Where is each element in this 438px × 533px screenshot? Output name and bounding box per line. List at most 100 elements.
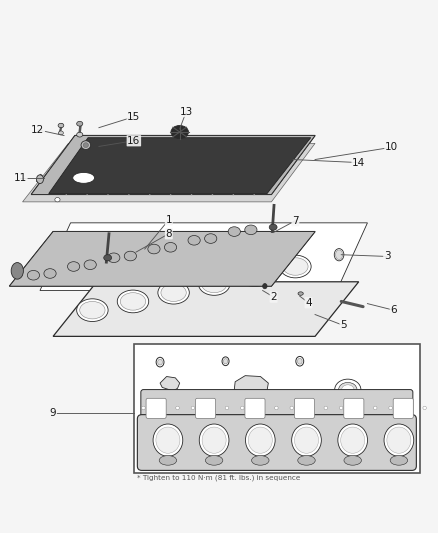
Ellipse shape [342, 385, 354, 394]
Ellipse shape [238, 163, 244, 167]
Ellipse shape [108, 253, 120, 263]
Polygon shape [160, 376, 180, 391]
Ellipse shape [339, 406, 343, 410]
Ellipse shape [44, 269, 56, 278]
Ellipse shape [142, 406, 145, 410]
Ellipse shape [205, 456, 223, 465]
Ellipse shape [228, 227, 240, 236]
FancyBboxPatch shape [344, 398, 364, 418]
Ellipse shape [245, 424, 275, 456]
Ellipse shape [387, 427, 411, 453]
Ellipse shape [191, 406, 194, 410]
Ellipse shape [176, 406, 179, 410]
Ellipse shape [263, 284, 267, 289]
Ellipse shape [294, 427, 318, 453]
Ellipse shape [67, 262, 80, 271]
Ellipse shape [205, 234, 217, 244]
Polygon shape [53, 282, 359, 336]
Ellipse shape [80, 302, 105, 319]
Ellipse shape [339, 382, 357, 397]
Text: 13: 13 [180, 107, 193, 117]
Ellipse shape [81, 141, 91, 149]
Ellipse shape [156, 357, 164, 367]
Ellipse shape [58, 123, 64, 128]
Ellipse shape [84, 260, 96, 270]
Ellipse shape [374, 406, 377, 410]
Ellipse shape [27, 270, 39, 280]
Ellipse shape [290, 406, 293, 410]
Polygon shape [40, 223, 367, 290]
Ellipse shape [198, 272, 230, 295]
Ellipse shape [188, 236, 200, 245]
Ellipse shape [248, 427, 272, 453]
Ellipse shape [280, 255, 311, 278]
Polygon shape [10, 231, 315, 286]
Ellipse shape [77, 132, 83, 137]
Ellipse shape [199, 424, 229, 456]
Ellipse shape [148, 244, 160, 254]
Ellipse shape [101, 189, 106, 193]
Ellipse shape [120, 293, 146, 310]
Text: 15: 15 [127, 112, 141, 122]
Text: 16: 16 [127, 136, 141, 146]
Ellipse shape [298, 456, 315, 465]
Polygon shape [49, 138, 311, 193]
Ellipse shape [117, 290, 149, 313]
Ellipse shape [269, 224, 277, 230]
FancyBboxPatch shape [134, 344, 420, 473]
Text: 1: 1 [166, 215, 172, 225]
Ellipse shape [159, 456, 177, 465]
FancyBboxPatch shape [141, 390, 413, 426]
Ellipse shape [201, 275, 227, 293]
Ellipse shape [239, 264, 271, 287]
Ellipse shape [124, 251, 137, 261]
Ellipse shape [164, 243, 177, 252]
Ellipse shape [296, 357, 304, 366]
Text: * Tighten to 110 N·m (81 ft. lbs.) in sequence: * Tighten to 110 N·m (81 ft. lbs.) in se… [137, 475, 301, 481]
Ellipse shape [161, 284, 186, 302]
Ellipse shape [158, 281, 189, 304]
Ellipse shape [156, 427, 180, 453]
Ellipse shape [298, 292, 303, 295]
Ellipse shape [344, 456, 361, 465]
Text: 11: 11 [14, 173, 27, 183]
Text: 14: 14 [352, 158, 365, 167]
Ellipse shape [338, 424, 367, 456]
FancyBboxPatch shape [138, 415, 417, 471]
Ellipse shape [73, 172, 95, 183]
Ellipse shape [171, 125, 188, 139]
Ellipse shape [384, 424, 414, 456]
Text: 12: 12 [31, 125, 44, 135]
FancyBboxPatch shape [245, 398, 265, 418]
Text: 9: 9 [50, 408, 57, 418]
Ellipse shape [283, 258, 308, 275]
Ellipse shape [389, 406, 392, 410]
Text: 6: 6 [390, 305, 397, 315]
Ellipse shape [336, 250, 343, 260]
Text: 10: 10 [385, 142, 398, 152]
FancyBboxPatch shape [393, 398, 413, 418]
Ellipse shape [242, 266, 268, 284]
Ellipse shape [192, 171, 198, 176]
Text: 3: 3 [384, 252, 390, 262]
Polygon shape [10, 231, 315, 286]
Polygon shape [31, 135, 315, 195]
Ellipse shape [55, 198, 60, 202]
Ellipse shape [83, 143, 88, 148]
Text: 8: 8 [166, 229, 172, 239]
Polygon shape [22, 143, 315, 202]
Ellipse shape [423, 406, 426, 410]
Text: 5: 5 [340, 320, 347, 330]
Text: 2: 2 [270, 292, 277, 302]
Ellipse shape [334, 248, 344, 261]
Ellipse shape [292, 424, 321, 456]
Ellipse shape [223, 359, 228, 364]
FancyBboxPatch shape [195, 398, 215, 418]
Polygon shape [31, 135, 315, 195]
Ellipse shape [240, 406, 244, 410]
Ellipse shape [77, 122, 83, 126]
Ellipse shape [36, 175, 43, 183]
Ellipse shape [202, 427, 226, 453]
Ellipse shape [324, 406, 328, 410]
FancyBboxPatch shape [294, 398, 314, 418]
